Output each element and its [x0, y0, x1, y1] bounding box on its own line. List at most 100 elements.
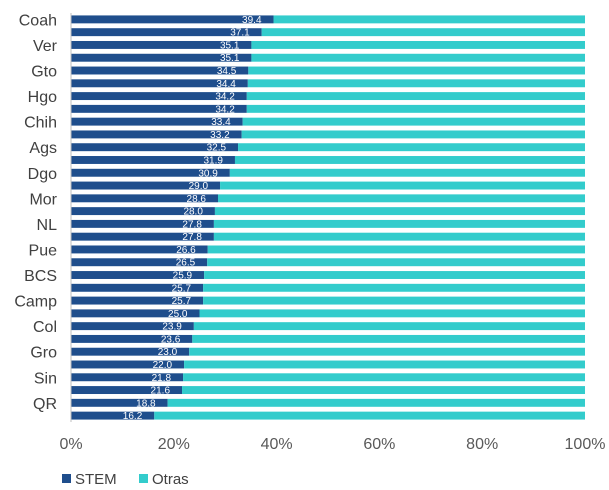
x-tick-label-4: 80% [466, 436, 498, 453]
bar-otras-12 [229, 168, 586, 177]
category-label-col: Col [33, 319, 57, 336]
data-label-22: 25.7 [172, 296, 192, 307]
data-label-24: 23.9 [162, 322, 182, 333]
bar-stem-18 [71, 245, 208, 254]
data-label-7: 34.2 [215, 104, 235, 115]
bar-otras-30 [167, 398, 585, 407]
legend: STEM Otras [62, 471, 189, 488]
bar-otras-22 [203, 296, 585, 305]
bar-stem-29 [71, 386, 183, 395]
bar-stem-16 [71, 219, 214, 228]
bar-stem-12 [71, 168, 230, 177]
bar-stem-28 [71, 373, 184, 382]
bar-otras-23 [199, 309, 585, 318]
bar-otras-17 [213, 232, 585, 241]
bar-stem-13 [71, 181, 221, 190]
bar-stem-26 [71, 347, 190, 356]
bar-otras-9 [241, 130, 585, 139]
data-label-3: 35.1 [220, 53, 240, 64]
data-label-21: 25.7 [172, 283, 192, 294]
bar-otras-7 [246, 104, 585, 113]
category-label-ags: Ags [29, 140, 57, 157]
bar-stem-4 [71, 66, 249, 75]
category-label-chih: Chih [24, 115, 57, 132]
bar-otras-24 [193, 322, 585, 331]
data-label-31: 16.2 [123, 411, 143, 422]
bar-otras-11 [234, 156, 585, 164]
data-label-5: 34.4 [216, 79, 236, 90]
category-label-nl: NL [37, 217, 58, 234]
bar-otras-4 [248, 66, 585, 75]
bar-stem-11 [71, 156, 235, 164]
bar-otras-13 [220, 181, 585, 190]
data-label-10: 32.5 [207, 143, 227, 154]
bar-otras-3 [251, 53, 585, 62]
bar-stem-10 [71, 143, 239, 152]
legend-swatch-stem [62, 474, 71, 483]
x-tick-label-1: 20% [158, 436, 190, 453]
data-label-26: 23.0 [158, 347, 178, 358]
data-label-17: 27.8 [182, 232, 202, 243]
bar-stem-1 [71, 28, 262, 37]
bars-group [71, 15, 586, 420]
data-label-18: 26.6 [176, 245, 196, 256]
bar-stem-15 [71, 207, 215, 216]
data-label-28: 21.8 [152, 373, 172, 384]
bar-otras-10 [238, 143, 586, 152]
bar-stem-30 [71, 398, 168, 407]
bar-stem-0 [71, 15, 274, 24]
data-label-12: 30.9 [198, 168, 218, 179]
bar-otras-8 [242, 117, 585, 126]
bar-stem-6 [71, 92, 247, 101]
bar-otras-15 [214, 207, 586, 216]
x-tick-label-0: 0% [59, 436, 82, 453]
bar-otras-31 [154, 411, 585, 420]
legend-label-stem: STEM [75, 471, 117, 488]
bar-otras-1 [261, 28, 585, 37]
category-label-sin: Sin [34, 370, 57, 387]
data-label-14: 28.6 [187, 194, 207, 205]
bar-stem-5 [71, 79, 248, 88]
bar-otras-5 [247, 79, 586, 88]
bar-stem-3 [71, 53, 252, 62]
category-label-gto: Gto [31, 64, 57, 81]
data-label-11: 31.9 [203, 155, 223, 166]
bar-stem-25 [71, 334, 193, 343]
category-label-bcs: BCS [24, 268, 57, 285]
bar-stem-31 [71, 411, 155, 420]
data-label-23: 25.0 [168, 309, 188, 320]
data-label-19: 26.5 [176, 258, 196, 269]
data-label-15: 28.0 [183, 207, 203, 218]
data-label-16: 27.8 [182, 219, 202, 230]
category-label-camp: Camp [14, 294, 57, 311]
bar-stem-21 [71, 283, 204, 292]
bar-stem-8 [71, 117, 243, 126]
data-label-29: 21.6 [151, 386, 171, 397]
data-label-13: 29.0 [189, 181, 209, 192]
data-label-6: 34.2 [215, 92, 235, 103]
bar-otras-26 [189, 347, 585, 356]
category-label-mor: Mor [29, 191, 57, 208]
bar-otras-2 [251, 40, 585, 49]
bar-stem-22 [71, 296, 204, 305]
bar-stem-24 [71, 322, 194, 331]
x-tick-label-2: 40% [261, 436, 293, 453]
category-label-gro: Gro [30, 345, 57, 362]
data-label-0: 39.4 [242, 15, 262, 26]
data-label-27: 22.0 [153, 360, 173, 371]
bar-otras-16 [213, 219, 585, 228]
category-label-coah: Coah [19, 12, 57, 29]
bar-stem-23 [71, 309, 200, 318]
bar-otras-21 [203, 283, 585, 292]
bar-stem-17 [71, 232, 214, 241]
data-label-25: 23.6 [161, 334, 181, 345]
bar-otras-29 [182, 386, 586, 395]
bar-stem-19 [71, 258, 208, 267]
data-label-4: 34.5 [217, 66, 237, 77]
bar-otras-20 [204, 271, 585, 279]
legend-label-otras: Otras [152, 471, 189, 488]
bar-otras-0 [273, 15, 585, 24]
bar-otras-6 [246, 92, 585, 101]
bar-otras-27 [184, 360, 585, 369]
